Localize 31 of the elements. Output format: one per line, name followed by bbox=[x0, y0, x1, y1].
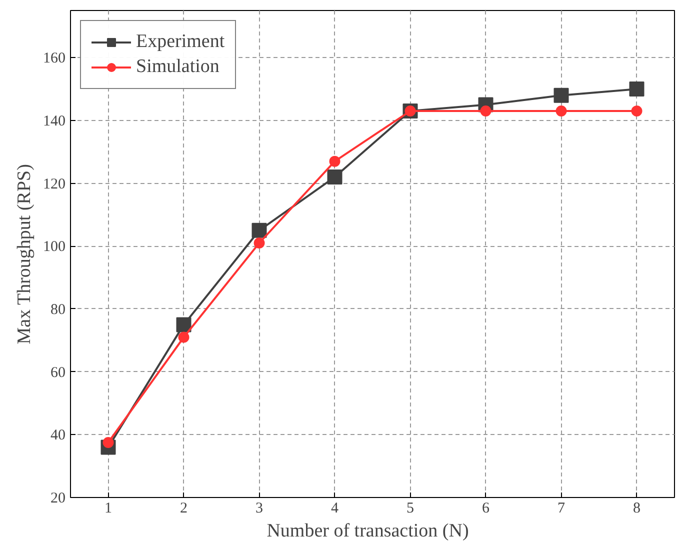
point bbox=[178, 332, 190, 343]
point bbox=[176, 317, 192, 332]
point bbox=[252, 222, 267, 238]
point bbox=[554, 88, 569, 103]
point bbox=[327, 170, 342, 185]
y-tick-label: 100 bbox=[43, 239, 66, 256]
y-tick-label: 80 bbox=[50, 302, 66, 318]
x-tick-label: 4 bbox=[331, 500, 339, 516]
x-tick-label: 7 bbox=[558, 500, 566, 516]
x-tick-label: 8 bbox=[633, 500, 640, 516]
point bbox=[254, 238, 265, 248]
point bbox=[480, 106, 492, 117]
x-tick-label: 1 bbox=[104, 500, 112, 516]
x-tick-label: 3 bbox=[256, 500, 263, 516]
legend-label: Simulation bbox=[136, 56, 220, 78]
point bbox=[631, 106, 642, 117]
y-tick-label: 20 bbox=[50, 490, 66, 506]
y-tick-label: 160 bbox=[43, 50, 66, 67]
x-tick-label: 5 bbox=[406, 500, 414, 516]
x-axis-title: Number of transaction (N) bbox=[266, 520, 469, 542]
y-tick-label: 40 bbox=[50, 428, 66, 444]
point bbox=[556, 106, 567, 117]
legend-label: Experiment bbox=[136, 31, 225, 53]
y-tick-label: 60 bbox=[50, 364, 66, 381]
y-tick-label: 140 bbox=[43, 113, 66, 130]
x-tick-label: 2 bbox=[180, 500, 188, 516]
point bbox=[329, 156, 340, 167]
y-axis-title: Max Throughput (RPS) bbox=[14, 164, 35, 344]
y-tick-label: 120 bbox=[43, 176, 66, 192]
point bbox=[629, 82, 644, 97]
x-tick-label: 6 bbox=[482, 500, 490, 516]
